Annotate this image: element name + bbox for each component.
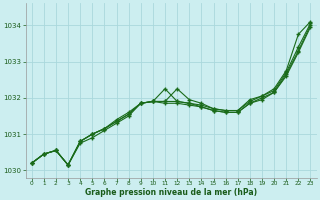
X-axis label: Graphe pression niveau de la mer (hPa): Graphe pression niveau de la mer (hPa) <box>85 188 257 197</box>
